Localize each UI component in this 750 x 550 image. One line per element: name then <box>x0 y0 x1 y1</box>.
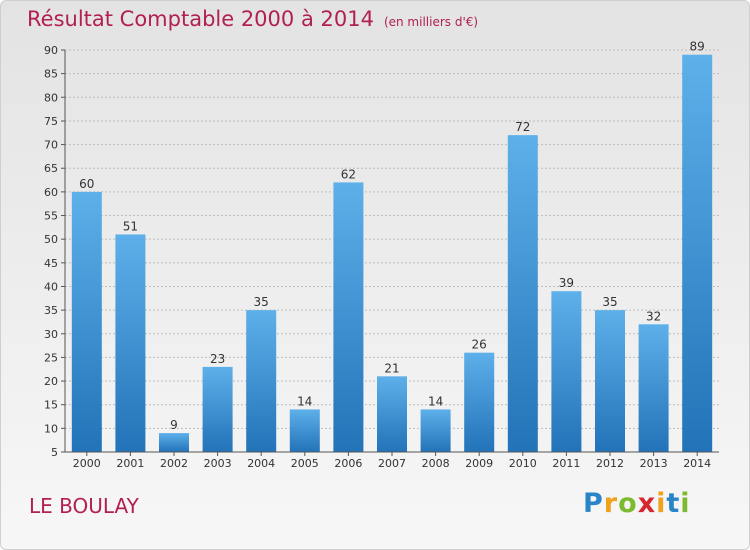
y-tick-label: 40 <box>44 280 58 293</box>
chart-title: Résultat Comptable 2000 à 2014 (en millie… <box>27 7 478 31</box>
bar <box>595 310 625 452</box>
bar-value-label: 14 <box>297 394 312 408</box>
bar-value-label: 39 <box>559 276 574 290</box>
y-tick-label: 5 <box>51 446 58 459</box>
bar-value-label: 26 <box>472 338 487 352</box>
x-tick-label: 2014 <box>683 457 711 470</box>
x-tick-label: 2002 <box>160 457 188 470</box>
x-tick-label: 2006 <box>334 457 362 470</box>
x-tick-label: 2011 <box>552 457 580 470</box>
bar <box>159 433 189 452</box>
bar <box>377 376 407 452</box>
y-tick-label: 75 <box>44 115 58 128</box>
y-tick-label: 85 <box>44 68 58 81</box>
bar-value-label: 35 <box>254 295 269 309</box>
bar <box>551 291 582 452</box>
logo-letter: o <box>618 488 638 519</box>
bar-value-label: 14 <box>428 394 443 408</box>
bar-value-label: 89 <box>690 40 705 54</box>
y-tick-label: 15 <box>44 399 58 412</box>
proxiti-logo: Proxiti <box>583 488 691 519</box>
bar-value-label: 51 <box>123 219 138 233</box>
x-tick-label: 2013 <box>640 457 668 470</box>
y-tick-label: 60 <box>44 186 58 199</box>
bar-value-label: 9 <box>170 418 178 432</box>
bar <box>246 310 277 452</box>
bar-value-label: 32 <box>646 309 661 323</box>
bar <box>202 366 233 452</box>
bar <box>115 234 146 452</box>
logo-letter: x <box>637 488 657 519</box>
bar <box>420 409 451 452</box>
x-tick-label: 2005 <box>291 457 319 470</box>
bar <box>71 191 102 452</box>
logo-letter: P <box>583 488 604 519</box>
y-tick-label: 25 <box>44 351 58 364</box>
bar <box>638 324 669 452</box>
place-name: LE BOULAY <box>29 494 139 518</box>
bar <box>507 135 538 453</box>
bar-value-label: 60 <box>79 177 94 191</box>
x-tick-label: 2001 <box>116 457 144 470</box>
bar-value-label: 21 <box>384 361 399 375</box>
x-tick-label: 2010 <box>509 457 537 470</box>
y-tick-label: 80 <box>44 91 58 104</box>
logo-letter: t <box>666 488 681 519</box>
x-tick-label: 2000 <box>73 457 101 470</box>
y-tick-label: 90 <box>44 44 58 57</box>
chart-title-text: Résultat Comptable 2000 à 2014 <box>27 7 374 31</box>
x-tick-label: 2008 <box>422 457 450 470</box>
x-tick-label: 2003 <box>204 457 232 470</box>
x-tick-label: 2004 <box>247 457 275 470</box>
bar <box>682 54 713 453</box>
bar-value-label: 62 <box>341 167 356 181</box>
y-tick-label: 65 <box>44 162 58 175</box>
y-tick-label: 20 <box>44 375 58 388</box>
bar-value-label: 72 <box>515 120 530 134</box>
x-tick-label: 2007 <box>378 457 406 470</box>
logo-letter: r <box>603 488 619 519</box>
y-tick-label: 30 <box>44 328 58 341</box>
bar <box>333 182 364 452</box>
bar <box>464 352 495 452</box>
logo-letter: i <box>656 488 667 519</box>
y-tick-label: 55 <box>44 210 58 223</box>
bar-value-label: 23 <box>210 352 225 366</box>
x-tick-label: 2012 <box>596 457 624 470</box>
y-tick-label: 45 <box>44 257 58 270</box>
logo-letter: i <box>680 488 691 519</box>
y-tick-label: 35 <box>44 304 58 317</box>
y-tick-label: 70 <box>44 139 58 152</box>
chart-subtitle: (en milliers d'€) <box>383 15 479 29</box>
x-tick-label: 2009 <box>465 457 493 470</box>
bar <box>289 409 320 452</box>
y-tick-label: 10 <box>44 422 58 435</box>
bar-value-label: 35 <box>602 295 617 309</box>
y-tick-label: 50 <box>44 233 58 246</box>
